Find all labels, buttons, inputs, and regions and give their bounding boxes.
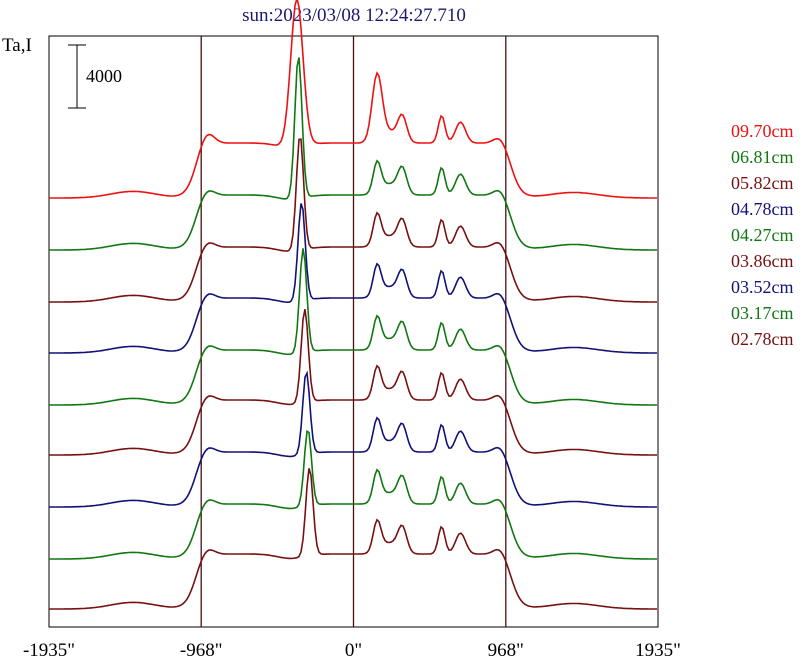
scale-bar: 4000 [68,44,122,109]
series-line-03-17cm [49,429,657,560]
y-axis-label: Ta,I [2,35,32,56]
chart-title: sun:2023/03/08 12:24:27.710 [242,5,466,26]
legend-entry-0: 09.70cm [731,121,794,141]
series-line-06-81cm [49,57,657,251]
legend: 09.70cm 06.81cm 05.82cm 04.78cm 04.27cm 03.86… [731,121,794,349]
legend-entry-7: 03.17cm [731,303,794,323]
legend-entry-8: 02.78cm [731,329,794,349]
x-tick-labels: -1935" -968" 0" 968" 1935" [23,640,681,661]
legend-entry-2: 05.82cm [731,173,794,193]
series-line-03-52cm [49,370,657,508]
series-line-09-70cm [49,0,657,199]
x-tick-label-1: -968" [180,640,223,661]
series-line-04-27cm [49,248,657,406]
series-line-04-78cm [49,203,657,354]
series-line-05-82cm [49,138,657,303]
series-line-03-86cm [49,309,657,456]
series-group [49,0,657,610]
x-tick-label-3: 968" [488,640,524,661]
series-line-02-78cm [49,468,657,610]
legend-entry-1: 06.81cm [731,147,794,167]
x-tick-label-4: 1935" [635,640,681,661]
legend-entry-3: 04.78cm [731,199,794,219]
legend-entry-4: 04.27cm [731,225,794,245]
scale-bar-label: 4000 [86,66,122,86]
reference-lines [200,36,507,627]
legend-entry-5: 03.86cm [731,251,794,271]
x-tick-label-0: -1935" [23,640,75,661]
x-tick-label-2: 0" [345,640,362,661]
legend-entry-6: 03.52cm [731,277,794,297]
